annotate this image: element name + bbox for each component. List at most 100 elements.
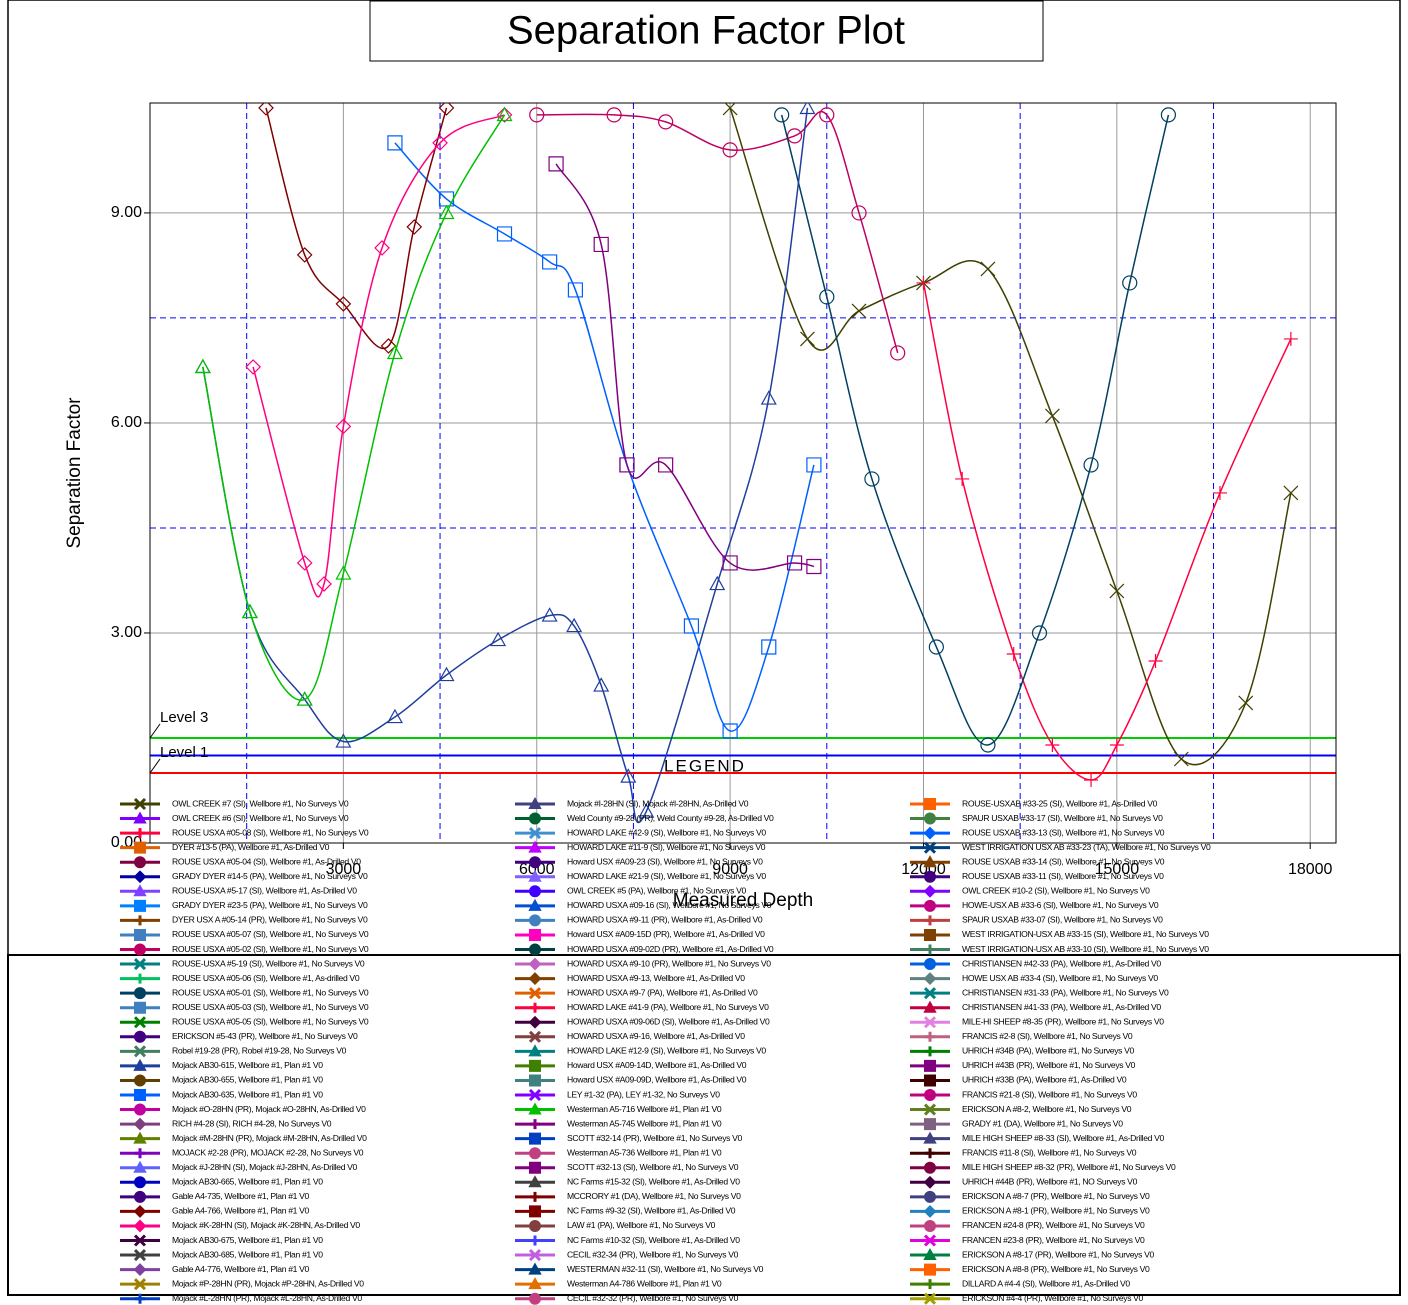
legend-label: WEST IRRIGATION-USX AB #33-15 (SI), Well… bbox=[962, 929, 1209, 939]
marker bbox=[528, 972, 542, 986]
marker bbox=[528, 987, 542, 1000]
legend-label: HOWARD LAKE #41-9 (PA), Wellbore #1, No … bbox=[567, 1002, 769, 1012]
marker bbox=[386, 708, 403, 724]
marker bbox=[496, 226, 513, 242]
legend-label: SPAUR USXAB #33-07 (SI), Wellbore #1, No… bbox=[962, 915, 1163, 925]
marker bbox=[530, 1235, 540, 1246]
marker bbox=[924, 958, 936, 971]
marker bbox=[135, 828, 145, 839]
legend-label: CECIL #32-32 (PR), Wellbore #1, No Surve… bbox=[567, 1293, 739, 1303]
marker bbox=[335, 296, 352, 312]
marker bbox=[1238, 695, 1254, 711]
marker bbox=[593, 677, 610, 692]
x-axis-title: Measured Depth bbox=[673, 890, 813, 911]
legend-label: OWL CREEK #7 (SI), Wellbore #1, No Surve… bbox=[172, 798, 349, 808]
marker bbox=[760, 390, 777, 405]
legend-label: OWL CREEK #6 (SI), Wellbore #1, No Surve… bbox=[172, 813, 349, 823]
legend-label: Gable A4-735, Wellbore #1, Plan #1 V0 bbox=[172, 1191, 309, 1201]
marker bbox=[924, 1074, 936, 1087]
marker bbox=[923, 826, 937, 840]
marker bbox=[1084, 772, 1099, 787]
legend-label: DYER USX A #05-14 (PR), Wellbore #1, No … bbox=[172, 915, 368, 925]
series-line bbox=[536, 111, 899, 354]
legend-label: ROUSE USXA #05-06 (SI), Wellbore #1, As-… bbox=[172, 973, 360, 983]
level-label: Level 3 bbox=[160, 709, 208, 726]
marker bbox=[923, 1175, 937, 1189]
marker bbox=[135, 915, 145, 926]
marker bbox=[374, 240, 390, 256]
legend-label: Howard USX #A09-23 (SI), Wellbore #1, No… bbox=[567, 856, 763, 866]
marker bbox=[529, 1147, 541, 1160]
marker bbox=[683, 618, 700, 634]
marker bbox=[924, 870, 936, 883]
legend-label: MILE-HI SHEEP #8-35 (PR), Wellbore #1, N… bbox=[962, 1017, 1164, 1027]
legend-label: ROUSE USXAB #33-11 (SI), Wellbore #1, No… bbox=[962, 871, 1164, 881]
legend-label: Mojack #M-28HN (PR), Mojack #M-28HN, As-… bbox=[172, 1133, 367, 1143]
marker bbox=[864, 471, 880, 487]
marker bbox=[316, 576, 332, 592]
marker bbox=[925, 1031, 935, 1042]
marker bbox=[1160, 107, 1177, 123]
marker bbox=[529, 812, 541, 825]
legend-label: LAW #1 (PA), Wellbore #1, No Surveys V0 bbox=[567, 1220, 716, 1230]
legend-label: Mojack #P-28HN (PR), Mojack #P-28HN, As-… bbox=[172, 1278, 364, 1288]
marker bbox=[134, 899, 146, 912]
legend-label: OWL CREEK #10-2 (SI), Wellbore #1, No Su… bbox=[962, 886, 1150, 896]
legend-label: CHRISTIANSEN #42-33 (PA), Wellbore #1, A… bbox=[962, 958, 1161, 968]
marker bbox=[135, 1293, 145, 1304]
marker bbox=[924, 1089, 936, 1101]
marker bbox=[923, 987, 937, 1000]
marker bbox=[566, 617, 583, 633]
series-line bbox=[922, 282, 1292, 781]
marker bbox=[134, 987, 146, 1000]
legend-label: HOWARD USXA #9-7 (PA), Wellbore #1, As-D… bbox=[567, 987, 758, 997]
marker bbox=[529, 107, 545, 123]
marker bbox=[335, 418, 352, 435]
marker bbox=[528, 1015, 542, 1029]
marker bbox=[638, 803, 655, 818]
marker bbox=[774, 107, 790, 123]
legend-label: GRADY DYER #14-5 (PA), Wellbore #1, No S… bbox=[172, 871, 368, 881]
series-line bbox=[252, 114, 505, 598]
level-pointer bbox=[149, 758, 161, 774]
marker bbox=[335, 565, 352, 580]
marker bbox=[135, 1148, 145, 1159]
marker bbox=[528, 1102, 542, 1115]
marker bbox=[923, 1000, 937, 1013]
marker bbox=[980, 261, 996, 277]
marker bbox=[658, 457, 674, 473]
marker bbox=[1283, 485, 1299, 501]
legend-label: OWL CREEK #5 (PA), Wellbore #1, No Surve… bbox=[567, 886, 747, 896]
y-tick-label: 9.00 bbox=[111, 204, 142, 221]
legend-label: MILE HIGH SHEEP #8-32 (PR), Wellbore #1,… bbox=[962, 1162, 1176, 1172]
marker bbox=[134, 1103, 146, 1116]
legend-label: ROUSE-USXA #5-17 (SI), Wellbore #1, As-D… bbox=[172, 886, 357, 896]
x-tick-label: 9000 bbox=[712, 861, 748, 878]
marker bbox=[924, 928, 936, 941]
legend-label: Gable A4-766, Wellbore #1, Plan #1 V0 bbox=[172, 1206, 309, 1216]
legend-label: Mojack AB30-685, Wellbore #1, Plan #1 V0 bbox=[172, 1249, 323, 1259]
plot-frame bbox=[149, 102, 1337, 844]
marker bbox=[528, 957, 542, 971]
legend-label: UHRICH #43B (PR), Wellbore #1, No Survey… bbox=[962, 1060, 1136, 1070]
marker bbox=[722, 555, 738, 571]
legend-label: CHRISTIANSEN #31-33 (PA), Wellbore #1, N… bbox=[962, 987, 1169, 997]
legend-label: Mojack #I-28HN (SI), Mojack #I-28HN, As-… bbox=[567, 798, 749, 808]
marker bbox=[133, 1131, 147, 1144]
marker bbox=[786, 555, 803, 571]
marker bbox=[134, 1074, 146, 1087]
legend-label: ERICKSON A #8-8 (PR), Wellbore #1, No Su… bbox=[962, 1264, 1150, 1274]
marker bbox=[528, 1030, 542, 1043]
marker bbox=[923, 855, 937, 868]
legend-label: HOWE-USX AB #33-6 (SI), Wellbore #1, No … bbox=[962, 900, 1159, 910]
marker bbox=[528, 1248, 542, 1262]
x-tick-label: 18000 bbox=[1288, 861, 1333, 878]
marker bbox=[490, 631, 507, 647]
marker bbox=[819, 289, 835, 305]
legend-label: SPAUR USXAB #33-17 (SI), Wellbore #1, No… bbox=[962, 813, 1163, 823]
marker bbox=[709, 575, 726, 591]
legend-label: ROUSE USXA #05-01 (SI), Wellbore #1, No … bbox=[172, 987, 369, 997]
marker bbox=[528, 898, 542, 911]
marker bbox=[528, 796, 542, 809]
